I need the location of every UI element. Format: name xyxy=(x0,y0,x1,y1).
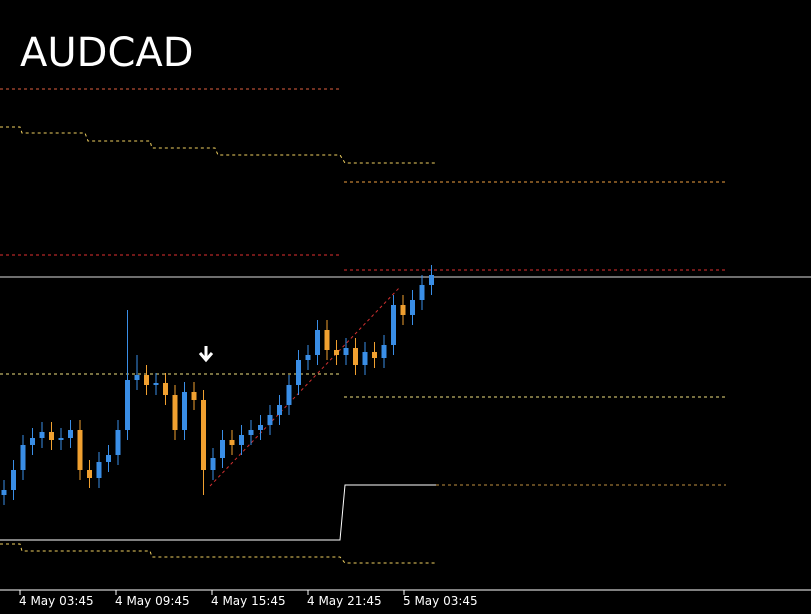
x-tick-label: 4 May 15:45 xyxy=(211,594,286,608)
candle-body xyxy=(39,432,45,438)
candle-body xyxy=(334,350,339,355)
candle-body xyxy=(115,430,121,455)
levels xyxy=(0,88,726,564)
candle-body xyxy=(372,352,377,358)
candle-body xyxy=(191,392,197,400)
candle-body xyxy=(362,352,368,365)
level-line xyxy=(0,126,435,164)
band-line xyxy=(0,484,436,541)
candle-body xyxy=(286,385,292,405)
candle-body xyxy=(343,348,349,355)
candle-body xyxy=(419,285,425,300)
candle-body xyxy=(353,348,358,365)
candle-body xyxy=(201,400,206,470)
candle-body xyxy=(267,415,273,425)
trend-line xyxy=(209,286,401,487)
candle-body xyxy=(30,438,35,445)
candle-body xyxy=(1,490,7,495)
candle-body xyxy=(410,300,415,315)
candle-body xyxy=(87,470,92,478)
candle-body xyxy=(20,445,26,470)
candle-body xyxy=(429,275,434,285)
candle-body xyxy=(210,458,216,470)
candle-body xyxy=(182,392,187,430)
candle-body xyxy=(391,305,396,345)
candle-body xyxy=(305,355,311,360)
candle-body xyxy=(277,405,282,415)
candle-body xyxy=(163,383,168,395)
candle-body xyxy=(381,345,387,358)
candle-body xyxy=(125,380,130,430)
candle-body xyxy=(11,470,16,490)
candle-body xyxy=(96,462,102,478)
candle-body xyxy=(315,330,320,355)
candle-body xyxy=(258,425,263,430)
candle-body xyxy=(49,432,54,440)
x-tick-label: 4 May 03:45 xyxy=(19,594,94,608)
candle-body xyxy=(134,375,140,380)
candle-body xyxy=(144,375,149,385)
candle-body xyxy=(153,383,159,385)
x-tick-label: 4 May 21:45 xyxy=(307,594,382,608)
chart-title: AUDCAD xyxy=(20,30,194,76)
x-tick-label: 5 May 03:45 xyxy=(403,594,478,608)
candle-body xyxy=(77,430,83,470)
sell-arrow xyxy=(198,346,214,363)
candle-body xyxy=(296,360,301,385)
candle-body xyxy=(400,305,406,315)
candle-body xyxy=(239,435,244,445)
candle-body xyxy=(172,395,178,430)
candle-body xyxy=(324,330,330,350)
candle-body xyxy=(229,440,235,445)
candle-body xyxy=(248,430,254,435)
candle-body xyxy=(106,455,111,462)
x-tick-label: 4 May 09:45 xyxy=(115,594,190,608)
level-line xyxy=(0,543,435,564)
candle-body xyxy=(68,430,73,438)
candle-body xyxy=(58,438,64,440)
candle-body xyxy=(220,440,225,458)
